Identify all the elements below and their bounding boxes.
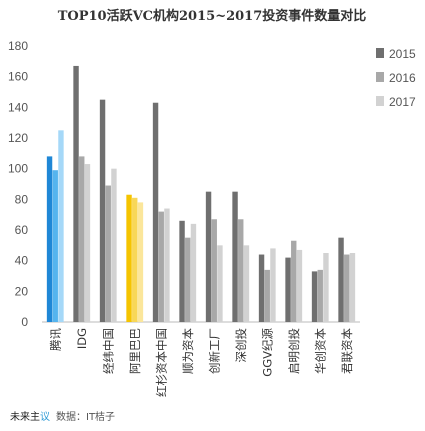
legend-label-2016: 2016 xyxy=(389,71,416,85)
bar-2017-8 xyxy=(270,248,276,322)
bar-2016-6 xyxy=(211,219,217,322)
y-tick-label: 180 xyxy=(8,39,28,53)
bar-2015-6 xyxy=(205,191,212,322)
bar-2015-11 xyxy=(338,237,344,322)
legend: 2015 2016 2017 xyxy=(376,47,416,109)
bar-2016-3 xyxy=(132,197,138,322)
bar-2015-4 xyxy=(152,102,159,322)
x-category-label: 阿里巴巴 xyxy=(128,328,142,374)
x-category-label: 顺为资本 xyxy=(181,328,195,374)
bar-2016-7 xyxy=(238,219,244,322)
bar-2015-0 xyxy=(46,156,53,322)
y-tick-label: 40 xyxy=(15,254,29,268)
bar-2016-11 xyxy=(344,254,350,322)
bar-2017-0 xyxy=(58,130,64,322)
bar-2016-10 xyxy=(317,269,323,322)
bar-2016-8 xyxy=(264,269,270,322)
legend-swatch-2015 xyxy=(376,48,384,58)
y-tick-label: 120 xyxy=(8,131,28,145)
y-tick-label: 80 xyxy=(15,192,29,206)
x-category-label: 启明创投 xyxy=(287,328,301,374)
footer-source: 数据：IT桔子 xyxy=(56,412,116,423)
bar-2017-6 xyxy=(217,245,223,322)
bar-2017-11 xyxy=(349,253,356,322)
bar-2016-0 xyxy=(52,170,58,322)
x-category-label: 红杉资本中国 xyxy=(154,328,168,397)
y-tick-label: 160 xyxy=(8,70,28,84)
y-axis: 0 20 40 60 80 100 120 140 160 180 xyxy=(8,39,360,329)
legend-label-2017: 2017 xyxy=(389,95,416,109)
y-tick-label: 100 xyxy=(8,162,28,176)
x-category-label: 创新工厂 xyxy=(207,328,221,374)
x-category-label: 君联资本 xyxy=(340,328,354,374)
bar-2017-3 xyxy=(137,202,144,322)
legend-swatch-2016 xyxy=(376,72,384,82)
bar-2015-10 xyxy=(311,271,318,322)
bar-2015-8 xyxy=(258,254,265,322)
y-tick-label: 140 xyxy=(8,100,28,114)
y-tick-label: 0 xyxy=(21,315,28,329)
bar-2016-4 xyxy=(158,211,164,322)
x-category-label: IDG xyxy=(75,328,89,349)
bar-2015-5 xyxy=(179,220,185,322)
bar-2017-4 xyxy=(164,208,170,322)
bar-2015-2 xyxy=(99,99,106,323)
bar-2017-2 xyxy=(111,168,117,322)
x-category-label: 深创投 xyxy=(234,328,248,363)
bar-2015-1 xyxy=(73,65,79,322)
x-category-label: 经纬中国 xyxy=(101,328,115,374)
bar-2017-9 xyxy=(296,249,303,322)
bar-2016-5 xyxy=(185,237,191,322)
bar-2017-5 xyxy=(190,223,197,322)
x-axis-labels: 腾讯 IDG 经纬中国 阿里巴巴 红杉资本中国 顺为资本 创新工厂 深创投 GGV纪源 启明创投华… xyxy=(48,328,354,397)
bars xyxy=(46,65,356,323)
x-category-label: GGV纪源 xyxy=(260,328,274,377)
bar-2016-9 xyxy=(291,240,297,322)
bar-2015-3 xyxy=(126,194,132,322)
bar-2016-1 xyxy=(79,156,85,322)
footer: 未来主议 数据：IT桔子 xyxy=(10,408,115,423)
y-tick-label: 20 xyxy=(15,284,29,298)
bar-2015-7 xyxy=(232,191,238,322)
bar-2017-1 xyxy=(84,164,91,322)
bar-2017-7 xyxy=(243,245,250,322)
footer-brand-main: 未来主 xyxy=(10,412,40,423)
legend-label-2015: 2015 xyxy=(389,47,416,61)
footer-brand: 未来主议 xyxy=(10,412,50,423)
legend-swatch-2017 xyxy=(376,96,384,106)
bar-2016-2 xyxy=(105,185,111,322)
bar-2017-10 xyxy=(323,253,329,322)
footer-brand-accent: 议 xyxy=(40,412,50,423)
chart-title: TOP10活跃VC机构2015~2017投资事件数量对比 xyxy=(58,8,367,24)
bar-2015-9 xyxy=(285,257,291,322)
y-tick-label: 60 xyxy=(15,223,29,237)
x-category-label: 华创资本 xyxy=(313,328,327,374)
x-category-label: 腾讯 xyxy=(48,328,62,351)
